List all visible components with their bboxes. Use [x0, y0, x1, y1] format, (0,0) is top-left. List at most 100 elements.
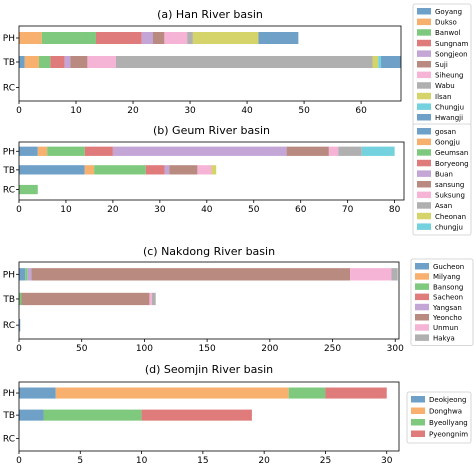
x-tick-label: 150 [199, 344, 216, 354]
legend-swatch [415, 293, 429, 301]
legend-label: gosan [435, 128, 456, 136]
bar-tb-yeoncho [21, 292, 150, 306]
bar-tb-chungju [378, 56, 382, 68]
bar-tb-goyang [19, 56, 25, 68]
bar-ph-gucheon [19, 268, 26, 281]
bar-ph-chungju [361, 146, 395, 156]
bar-tb-hakya [151, 292, 156, 306]
legend-label: Cheonan [435, 213, 466, 221]
bar-tb-cheonan [211, 165, 217, 175]
bar-ph-bansong [25, 268, 28, 281]
x-tick-label: 30 [381, 456, 393, 466]
legend-label: Chungju [435, 103, 464, 111]
legend-swatch [417, 71, 431, 79]
legend-label: Banwol [435, 29, 461, 37]
x-tick-label: 60 [355, 106, 367, 116]
legend-swatch [417, 202, 431, 209]
legend-label: Asan [435, 202, 452, 210]
legend-swatch [415, 324, 429, 331]
bar-tb-dukso [24, 56, 39, 68]
legend-swatch [415, 334, 429, 341]
bar-ph-suji [152, 32, 165, 44]
legend-label: Pyeongnim [429, 431, 468, 439]
x-tick-label: 0 [16, 205, 22, 215]
legend-label: sansung [435, 181, 464, 189]
legend-label: Dukso [435, 19, 457, 27]
bar-ph-gosan [19, 146, 38, 156]
x-tick-label: 15 [197, 456, 208, 466]
legend-swatch [417, 114, 431, 121]
x-tick-label: 10 [60, 205, 72, 215]
bar-ph-unmun [350, 268, 392, 281]
y-tick-label: RC [3, 186, 15, 196]
legend-label: Songjeon [435, 50, 468, 58]
y-tick-label: PH [3, 147, 15, 157]
bar-ph-boryeong [84, 146, 113, 156]
bar-tb-suksung [197, 165, 212, 175]
legend-swatch [415, 283, 429, 290]
bar-tb-deokjeong [19, 409, 44, 421]
bar-tb-byeollyang [43, 409, 142, 421]
x-tick-label: 0 [16, 344, 22, 354]
bar-tb-sungnam [50, 56, 65, 68]
plot-frame [18, 141, 405, 201]
x-tick-label: 70 [342, 205, 354, 215]
x-tick-label: 50 [248, 205, 260, 215]
bar-tb-bansong [19, 292, 22, 306]
legend-swatch [411, 419, 425, 426]
chart-title: (a) Han River basin [157, 8, 263, 21]
legend-swatch [411, 396, 425, 403]
legend-swatch [417, 39, 431, 47]
bar-tb-gongju [84, 165, 95, 175]
legend-swatch [417, 138, 431, 146]
x-tick-label: 100 [136, 344, 153, 354]
x-tick-label: 5 [77, 456, 83, 466]
legend-swatch [417, 128, 431, 135]
legend-label: Sacheon [433, 294, 463, 302]
legend: gosan Gongju Geumsan Boryeong Buan sansung Suk… [412, 123, 472, 236]
legend-swatch [411, 430, 425, 437]
x-tick-label: 25 [320, 456, 331, 466]
legend-label: Suksung [435, 192, 465, 200]
legend-swatch [417, 223, 431, 230]
legend-swatch [415, 263, 429, 270]
bar-ph-sungnam [95, 32, 142, 44]
bar-ph-banwol [41, 32, 96, 44]
y-tick-label: PH [3, 34, 15, 44]
bar-tb-unmun [149, 292, 152, 306]
y-tick-label: RC [3, 84, 15, 94]
chart-title: (b) Geum River basin [153, 124, 270, 137]
legend-label: Hakya [433, 334, 455, 342]
bar-tb-ilsan [372, 56, 379, 68]
x-tick-label: 200 [261, 344, 278, 354]
legend-swatch [417, 92, 431, 100]
bar-ph-sansung [286, 146, 329, 156]
x-tick-label: 20 [127, 106, 139, 116]
x-tick-label: 60 [295, 205, 307, 215]
legend-label: Gongju [435, 139, 460, 147]
legend-swatch [411, 407, 425, 414]
legend-label: Donghwa [429, 408, 462, 416]
legend-label: Yeoncho [432, 314, 462, 322]
x-tick-label: 10 [136, 456, 148, 466]
bar-ph-wabu [187, 32, 193, 44]
bar-ph-suksung [328, 146, 339, 156]
chart-title: (c) Nakdong River basin [143, 245, 275, 258]
y-tick-label: TB [2, 411, 15, 421]
legend-swatch [417, 18, 431, 26]
x-tick-label: 0 [16, 106, 22, 116]
legend-swatch [417, 181, 431, 188]
x-tick-label: 250 [324, 344, 341, 354]
legend: Deokjeong Donghwa Byeollyang Pyeongnim [406, 391, 472, 444]
legend: Gucheon Milyang Bansong Sacheon Yangsan Yeonc… [410, 258, 474, 346]
legend-swatch [417, 103, 431, 110]
legend-label: Hwangji [435, 114, 463, 122]
x-tick-label: 40 [201, 205, 213, 215]
bar-ph-byeollyang [288, 387, 326, 399]
bar-ph-deokjeong [19, 387, 56, 399]
plot-frame [18, 381, 400, 452]
plot-frame [18, 25, 402, 102]
legend-swatch [415, 303, 429, 311]
legend-swatch [417, 50, 431, 57]
